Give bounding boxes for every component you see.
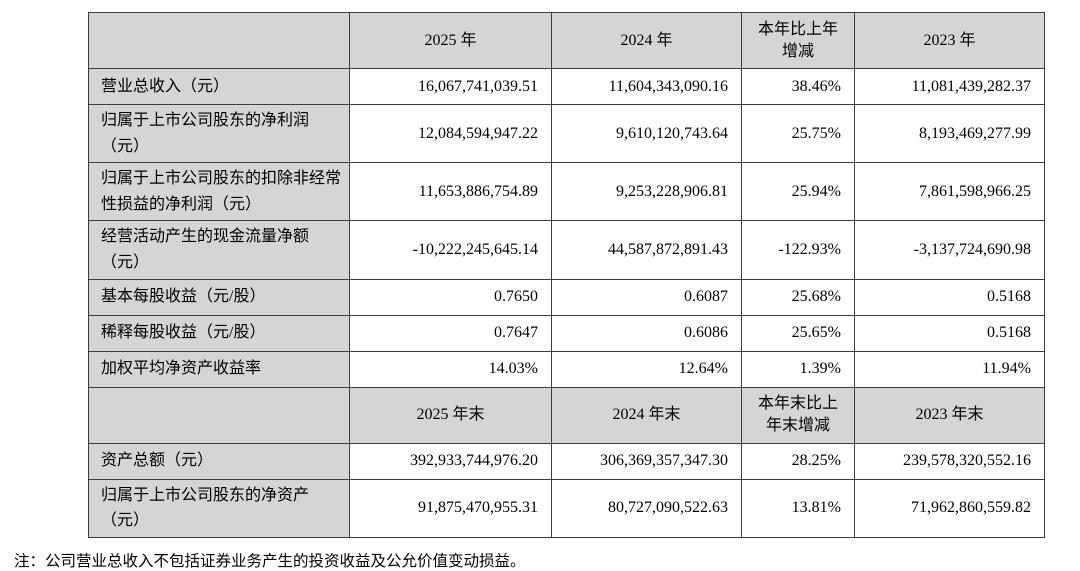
value-change: 28.25%: [741, 442, 855, 480]
value-2025: 14.03%: [349, 350, 552, 388]
value-change: -122.93%: [741, 220, 855, 280]
table-row-basic-eps: 基本每股收益（元/股） 0.7650 0.6087 25.68% 0.5168: [88, 278, 1045, 316]
value-2024: 0.6087: [551, 278, 742, 316]
value-2025: 0.7647: [349, 314, 552, 352]
header-year-end-change-line2: 年末增减: [765, 417, 830, 435]
value-2025: 0.7650: [349, 278, 552, 316]
value-2023: 239,578,320,552.16: [854, 442, 1045, 480]
header-empty-cell: [88, 12, 350, 69]
row-label: 稀释每股收益（元/股）: [88, 314, 350, 352]
value-2023: 8,193,469,277.99: [854, 103, 1045, 164]
row-label: 加权平均净资产收益率: [88, 350, 350, 388]
row-label: 归属于上市公司股东的扣除非经常性损益的净利润（元）: [88, 162, 350, 222]
row-label: 归属于上市公司股东的净利润（元）: [88, 103, 350, 164]
header-year-2023: 2023 年: [854, 12, 1045, 69]
table-row-net-profit-excl-nonrecurring: 归属于上市公司股东的扣除非经常性损益的净利润（元） 11,653,886,754…: [88, 162, 1045, 222]
year-end-header-row: 2025 年末 2024 年末 本年末比上 年末增减 2023 年末: [88, 386, 1045, 444]
financial-summary-section: 2025 年 2024 年 本年比上年 增减 2023 年 营业总收入（元） 1…: [88, 12, 1045, 538]
value-change: 25.68%: [741, 278, 855, 316]
row-label: 经营活动产生的现金流量净额（元）: [88, 220, 350, 280]
value-2024: 9,610,120,743.64: [551, 103, 742, 164]
header-year-end-2025: 2025 年末: [349, 386, 552, 444]
value-2025: 11,653,886,754.89: [349, 162, 552, 222]
row-label: 归属于上市公司股东的净资产（元）: [88, 478, 350, 538]
value-2024: 11,604,343,090.16: [551, 68, 742, 105]
value-change: 1.39%: [741, 350, 855, 388]
row-label: 基本每股收益（元/股）: [88, 278, 350, 316]
value-2023: 0.5168: [854, 314, 1045, 352]
value-2024: 9,253,228,906.81: [551, 162, 742, 222]
header-year-end-2024: 2024 年末: [551, 386, 742, 444]
value-2023: -3,137,724,690.98: [854, 220, 1045, 280]
value-2023: 11,081,439,282.37: [854, 68, 1045, 105]
value-2024: 80,727,090,522.63: [551, 478, 742, 538]
table-row-net-profit: 归属于上市公司股东的净利润（元） 12,084,594,947.22 9,610…: [88, 103, 1045, 164]
value-2025: 16,067,741,039.51: [349, 68, 552, 105]
table-row-total-assets: 资产总额（元） 392,933,744,976.20 306,369,357,3…: [88, 442, 1045, 480]
table-row-weighted-avg-roe: 加权平均净资产收益率 14.03% 12.64% 1.39% 11.94%: [88, 350, 1045, 388]
table-row-diluted-eps: 稀释每股收益（元/股） 0.7647 0.6086 25.65% 0.5168: [88, 314, 1045, 352]
value-2023: 0.5168: [854, 278, 1045, 316]
financial-summary-table: 2025 年 2024 年 本年比上年 增减 2023 年 营业总收入（元） 1…: [88, 12, 1045, 538]
header-year-end-change: 本年末比上 年末增减: [741, 386, 855, 444]
annual-header-row: 2025 年 2024 年 本年比上年 增减 2023 年: [88, 12, 1045, 69]
header-yoy-change-line1: 本年比上年: [757, 20, 838, 38]
table-row-net-assets: 归属于上市公司股东的净资产（元） 91,875,470,955.31 80,72…: [88, 478, 1045, 538]
value-2025: -10,222,245,645.14: [349, 220, 552, 280]
header-year-2024: 2024 年: [551, 12, 742, 69]
value-2024: 12.64%: [551, 350, 742, 388]
value-2023: 71,962,860,559.82: [854, 478, 1045, 538]
row-label: 资产总额（元）: [88, 442, 350, 480]
value-change: 25.65%: [741, 314, 855, 352]
value-2024: 0.6086: [551, 314, 742, 352]
header-yoy-change: 本年比上年 增减: [741, 12, 855, 69]
value-2024: 306,369,357,347.30: [551, 442, 742, 480]
value-2023: 11.94%: [854, 350, 1045, 388]
header-empty-cell: [88, 386, 350, 444]
header-year-end-2023: 2023 年末: [854, 386, 1045, 444]
value-2025: 12,084,594,947.22: [349, 103, 552, 164]
value-2025: 392,933,744,976.20: [349, 442, 552, 480]
header-year-end-change-line1: 本年末比上: [757, 395, 838, 413]
header-yoy-change-line2: 增减: [781, 42, 814, 60]
header-year-2025: 2025 年: [349, 12, 552, 69]
table-row-operating-cash-flow: 经营活动产生的现金流量净额（元） -10,222,245,645.14 44,5…: [88, 220, 1045, 280]
row-label: 营业总收入（元）: [88, 68, 350, 105]
value-change: 25.75%: [741, 103, 855, 164]
footnote: 注：公司营业总收入不包括证券业务产生的投资收益及公允价值变动损益。: [14, 552, 526, 570]
table-row-total-revenue: 营业总收入（元） 16,067,741,039.51 11,604,343,09…: [88, 68, 1045, 105]
value-2025: 91,875,470,955.31: [349, 478, 552, 538]
value-2024: 44,587,872,891.43: [551, 220, 742, 280]
value-change: 13.81%: [741, 478, 855, 538]
value-change: 38.46%: [741, 68, 855, 105]
value-2023: 7,861,598,966.25: [854, 162, 1045, 222]
value-change: 25.94%: [741, 162, 855, 222]
